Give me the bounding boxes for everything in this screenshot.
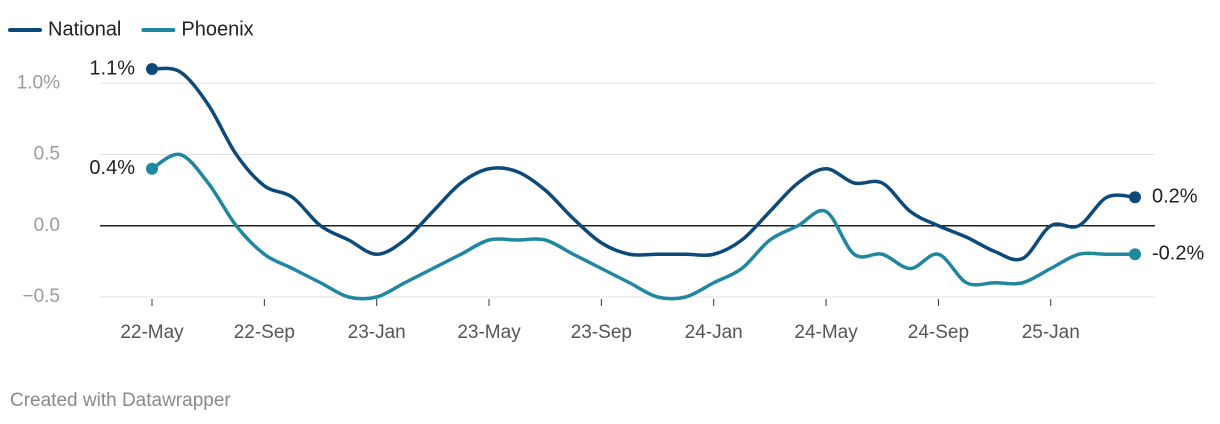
end-point — [146, 63, 158, 75]
legend-label: Phoenix — [181, 18, 253, 40]
value-label: 0.2% — [1152, 186, 1198, 208]
line — [151, 152, 1135, 301]
x-tick-label: 23-Sep — [571, 322, 632, 343]
x-tick-label: 22-Sep — [234, 322, 295, 343]
line — [151, 66, 1136, 262]
x-tick-label: 23-May — [457, 322, 521, 343]
value-label: 0.4% — [89, 157, 135, 179]
credit: Created with Datawrapper — [10, 390, 231, 411]
value-label: 1.1% — [89, 57, 135, 79]
x-tick-label: 24-May — [794, 322, 858, 343]
x-tick-label: 24-Jan — [685, 322, 743, 343]
legend-label: National — [48, 18, 121, 40]
x-tick-label: 22-May — [120, 322, 184, 343]
y-tick-label: 1.0% — [17, 72, 60, 93]
y-tick-label: 0.0 — [34, 215, 60, 236]
end-point — [146, 162, 158, 175]
end-point — [1129, 248, 1141, 261]
value-label: -0.2% — [1152, 243, 1204, 265]
x-tick-label: 24-Sep — [908, 322, 969, 343]
y-tick-label: 0.5 — [34, 144, 60, 165]
x-tick-label: 25-Jan — [1022, 322, 1080, 343]
x-tick-label: 23-Jan — [348, 322, 406, 343]
y-tick-label: −0.5 — [22, 286, 60, 307]
end-point — [1129, 191, 1141, 204]
